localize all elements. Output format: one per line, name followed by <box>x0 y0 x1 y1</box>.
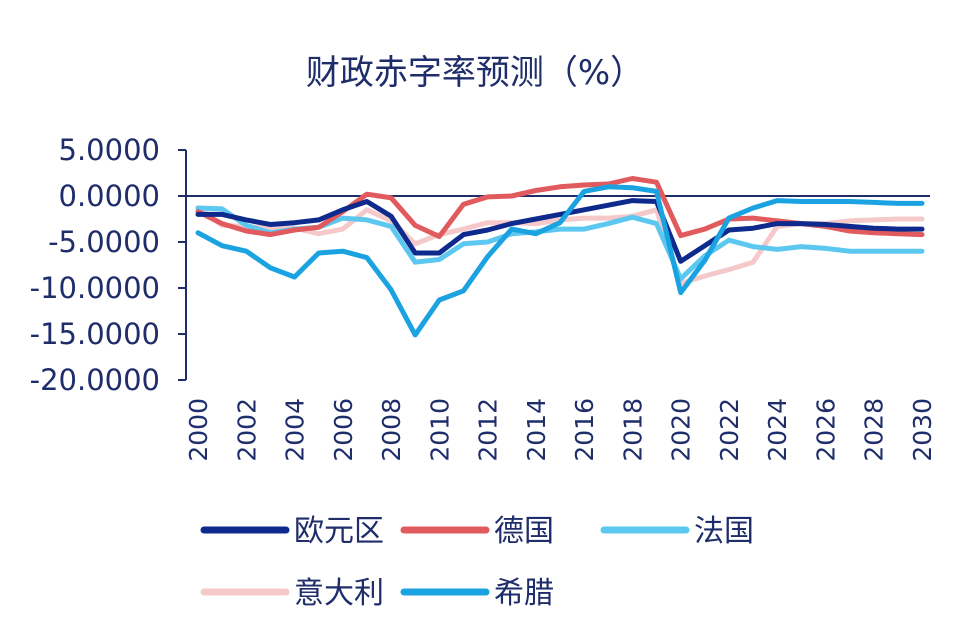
x-tick-label: 2024 <box>763 398 792 462</box>
x-tick-label: 2018 <box>618 398 647 462</box>
legend-label: 德国 <box>494 514 554 549</box>
x-tick-labels: 2000 2002 2004 2006 2008 2010 2012 2014 2016 2018… <box>184 398 937 462</box>
legend-item-3: 意大利 <box>200 576 384 611</box>
legend-label: 欧元区 <box>294 514 384 549</box>
legend-label: 法国 <box>694 514 754 549</box>
legend-item-2: 法国 <box>600 514 754 549</box>
series-line-0 <box>195 198 925 264</box>
y-tick-label: 0.0000 <box>59 179 160 213</box>
y-tick-label: 5.0000 <box>59 133 160 167</box>
series-lines <box>195 176 925 338</box>
legend-item-0: 欧元区 <box>200 514 384 549</box>
legend-item-4: 希腊 <box>400 576 554 611</box>
legend-item-1: 德国 <box>400 514 554 549</box>
x-tick-label: 2028 <box>860 398 889 462</box>
chart-title: 财政赤字率预测（%） <box>306 53 644 93</box>
series-line-4 <box>195 184 925 338</box>
y-tick-label: -10.0000 <box>30 271 160 305</box>
x-tick-label: 2002 <box>232 398 261 462</box>
x-tick-label: 2004 <box>281 398 310 462</box>
y-tick-labels: 5.0000 0.0000 -5.0000 -10.0000 -15.0000 -20.0… <box>30 133 186 397</box>
x-tick-label: 2022 <box>715 398 744 462</box>
x-tick-label: 2026 <box>811 398 840 462</box>
x-tick-label: 2016 <box>570 398 599 462</box>
x-tick-label: 2010 <box>425 398 454 462</box>
legend-label: 希腊 <box>494 576 554 611</box>
x-tick-label: 2030 <box>908 398 937 462</box>
x-tick-label: 2006 <box>329 398 358 462</box>
x-tick-label: 2020 <box>667 398 696 462</box>
y-tick-label: -20.0000 <box>30 363 160 397</box>
y-tick-label: -5.0000 <box>48 225 160 259</box>
legend-label: 意大利 <box>294 576 384 611</box>
x-tick-label: 2000 <box>184 398 213 462</box>
x-tick-label: 2008 <box>377 398 406 462</box>
x-tick-label: 2012 <box>474 398 503 462</box>
y-tick-label: -15.0000 <box>30 317 160 351</box>
x-tick-label: 2014 <box>522 398 551 462</box>
